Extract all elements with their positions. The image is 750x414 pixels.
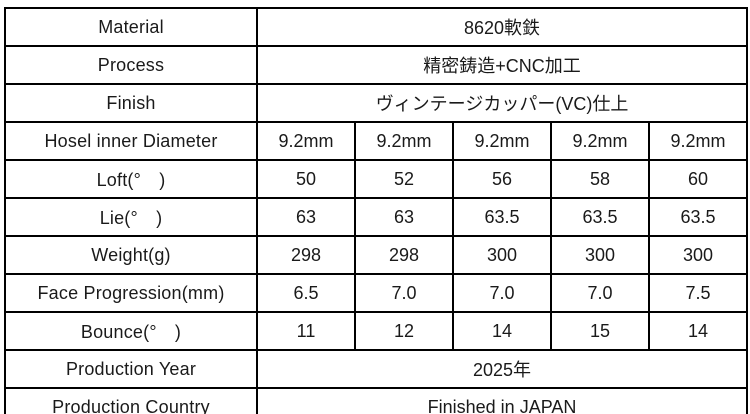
row-label-production-country: Production Country: [4, 387, 258, 414]
cell-loft-1: 50: [256, 159, 356, 199]
cell-hosel-3: 9.2mm: [452, 121, 552, 161]
cell-fp-1: 6.5: [256, 273, 356, 313]
row-label-lie: Lie(° ): [4, 197, 258, 237]
cell-lie-2: 63: [354, 197, 454, 237]
cell-loft-5: 60: [647, 159, 749, 199]
cell-loft-4: 58: [550, 159, 650, 199]
table-row-production-year: Production Year 2025年: [4, 349, 749, 389]
row-label-bounce: Bounce(° ): [4, 311, 258, 351]
table-row-hosel-diameter: Hosel inner Diameter 9.2mm 9.2mm 9.2mm 9…: [4, 121, 749, 161]
cell-bounce-4: 15: [550, 311, 650, 351]
cell-weight-4: 300: [550, 235, 650, 275]
table-row-face-progression: Face Progression(mm) 6.5 7.0 7.0 7.0 7.5: [4, 273, 749, 313]
row-label-process: Process: [4, 45, 258, 85]
row-label-weight: Weight(g): [4, 235, 258, 275]
cell-weight-1: 298: [256, 235, 356, 275]
cell-lie-5: 63.5: [647, 197, 749, 237]
row-label-hosel-diameter: Hosel inner Diameter: [4, 121, 258, 161]
cell-loft-3: 56: [452, 159, 552, 199]
cell-bounce-3: 14: [452, 311, 552, 351]
row-label-production-year: Production Year: [4, 349, 258, 389]
table-row-material: Material 8620軟鉄: [4, 7, 749, 47]
table-row-production-country: Production Country Finished in JAPAN: [4, 387, 749, 414]
cell-hosel-4: 9.2mm: [550, 121, 650, 161]
cell-loft-2: 52: [354, 159, 454, 199]
row-value-production-year: 2025年: [255, 349, 749, 389]
table-row-lie: Lie(° ) 63 63 63.5 63.5 63.5: [4, 197, 749, 237]
cell-fp-2: 7.0: [354, 273, 454, 313]
cell-lie-3: 63.5: [452, 197, 552, 237]
row-label-material: Material: [4, 7, 258, 47]
row-value-production-country: Finished in JAPAN: [255, 387, 749, 414]
cell-hosel-1: 9.2mm: [256, 121, 356, 161]
row-label-loft: Loft(° ): [4, 159, 258, 199]
cell-weight-5: 300: [647, 235, 749, 275]
row-label-finish: Finish: [4, 83, 258, 123]
cell-bounce-1: 11: [256, 311, 356, 351]
table-row-finish: Finish ヴィンテージカッパー(VC)仕上: [4, 83, 749, 123]
row-value-material: 8620軟鉄: [255, 7, 749, 47]
row-value-finish: ヴィンテージカッパー(VC)仕上: [255, 83, 749, 123]
cell-weight-2: 298: [354, 235, 454, 275]
table-row-weight: Weight(g) 298 298 300 300 300: [4, 235, 749, 275]
cell-fp-3: 7.0: [452, 273, 552, 313]
cell-weight-3: 300: [452, 235, 552, 275]
row-label-face-progression: Face Progression(mm): [4, 273, 258, 313]
cell-bounce-2: 12: [354, 311, 454, 351]
spec-table: Material 8620軟鉄 Process 精密鋳造+CNC加工 Finis…: [4, 7, 749, 414]
row-value-process: 精密鋳造+CNC加工: [255, 45, 749, 85]
table-row-bounce: Bounce(° ) 11 12 14 15 14: [4, 311, 749, 351]
table-row-process: Process 精密鋳造+CNC加工: [4, 45, 749, 85]
cell-fp-5: 7.5: [647, 273, 749, 313]
cell-hosel-2: 9.2mm: [354, 121, 454, 161]
cell-hosel-5: 9.2mm: [647, 121, 749, 161]
cell-lie-1: 63: [256, 197, 356, 237]
cell-lie-4: 63.5: [550, 197, 650, 237]
cell-bounce-5: 14: [647, 311, 749, 351]
table-row-loft: Loft(° ) 50 52 56 58 60: [4, 159, 749, 199]
cell-fp-4: 7.0: [550, 273, 650, 313]
